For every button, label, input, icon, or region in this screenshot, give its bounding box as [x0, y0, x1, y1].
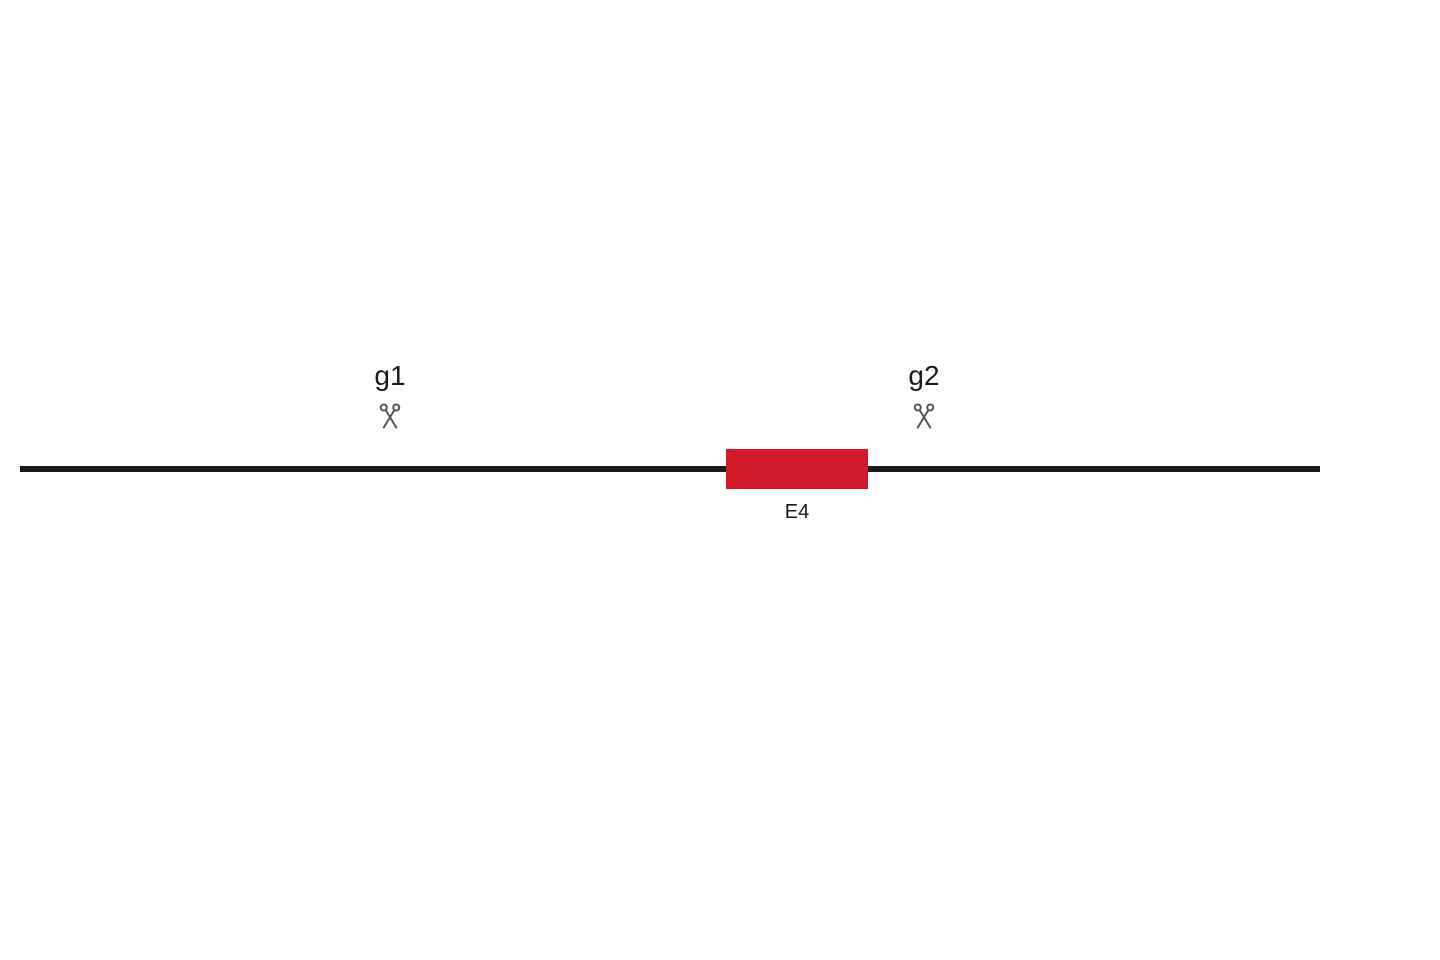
exon-box [726, 449, 868, 489]
scissors-icon [909, 400, 939, 430]
exon-label: E4 [757, 501, 837, 524]
marker-label-g1: g1 [350, 360, 430, 392]
scissors-icon [375, 400, 405, 430]
genome-line [20, 466, 1320, 472]
marker-label-g2: g2 [884, 360, 964, 392]
